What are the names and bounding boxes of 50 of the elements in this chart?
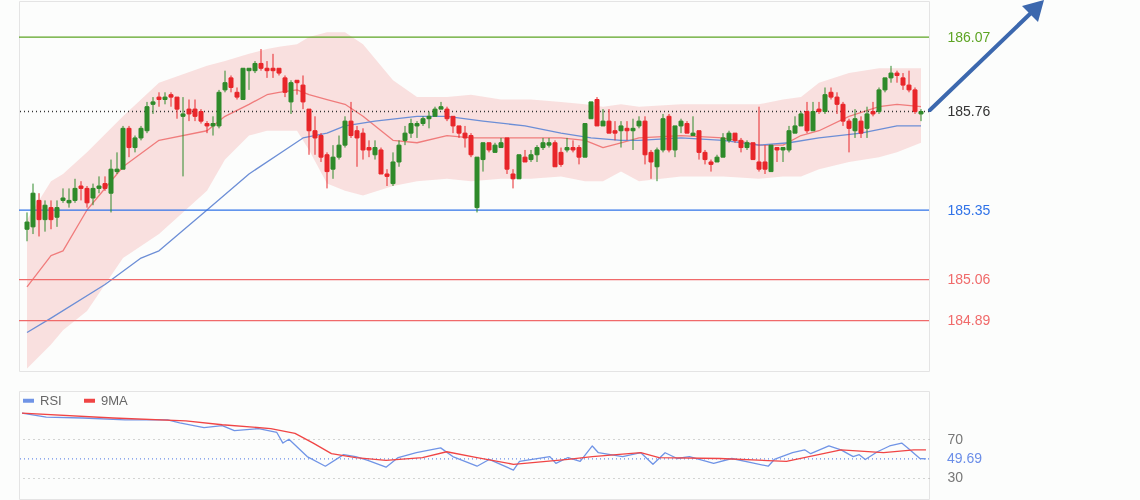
candlestick: [630, 118, 636, 151]
candlestick: [36, 192, 42, 237]
candlestick: [156, 91, 162, 108]
y-tick-label: 185.76: [947, 103, 991, 120]
candlestick: [300, 74, 306, 110]
candlestick: [894, 70, 900, 84]
candlestick: [804, 101, 810, 134]
candlestick: [282, 74, 288, 98]
line-series: [26, 89, 922, 288]
candlestick: [222, 70, 228, 93]
ref-line-label: 49.69: [947, 449, 983, 466]
candlestick: [774, 147, 780, 163]
line-series: [26, 115, 922, 334]
candlestick: [858, 115, 864, 139]
y-tick-label: 30: [947, 469, 964, 486]
candlestick: [864, 106, 870, 139]
candlestick: [810, 101, 816, 132]
legend-label: RSI: [40, 392, 62, 408]
y-tick-label: 186.07: [947, 28, 991, 45]
candlestick: [234, 86, 240, 101]
y-tick-label: 185.35: [947, 201, 991, 218]
candlestick: [816, 101, 822, 115]
candlestick: [624, 120, 630, 141]
candlestick: [150, 96, 156, 115]
candlestick: [600, 108, 606, 127]
candlestick: [870, 101, 876, 117]
candlestick: [918, 108, 924, 122]
candlestick: [42, 199, 48, 233]
legend-label: 9MA: [101, 392, 129, 408]
y-tick-label: 184.89: [947, 312, 991, 329]
candlestick: [564, 137, 570, 153]
candlestick: [294, 79, 300, 96]
candlestick: [126, 125, 132, 158]
candlestick: [102, 175, 108, 192]
candlestick: [54, 199, 60, 228]
candlestick: [690, 115, 696, 137]
candlestick: [522, 149, 528, 163]
candlestick: [372, 139, 378, 161]
candlestick: [204, 120, 210, 134]
candlestick: [708, 159, 714, 173]
candlestick: [48, 199, 54, 230]
candlestick: [180, 96, 186, 177]
candlestick: [162, 91, 168, 105]
candlestick: [618, 120, 624, 149]
candlestick: [852, 108, 858, 139]
candlestick: [510, 168, 516, 189]
candlestick: [822, 86, 828, 115]
y-tick-label: 70: [947, 430, 964, 447]
y-tick-label: 185.06: [947, 271, 991, 288]
candlestick: [288, 79, 294, 115]
